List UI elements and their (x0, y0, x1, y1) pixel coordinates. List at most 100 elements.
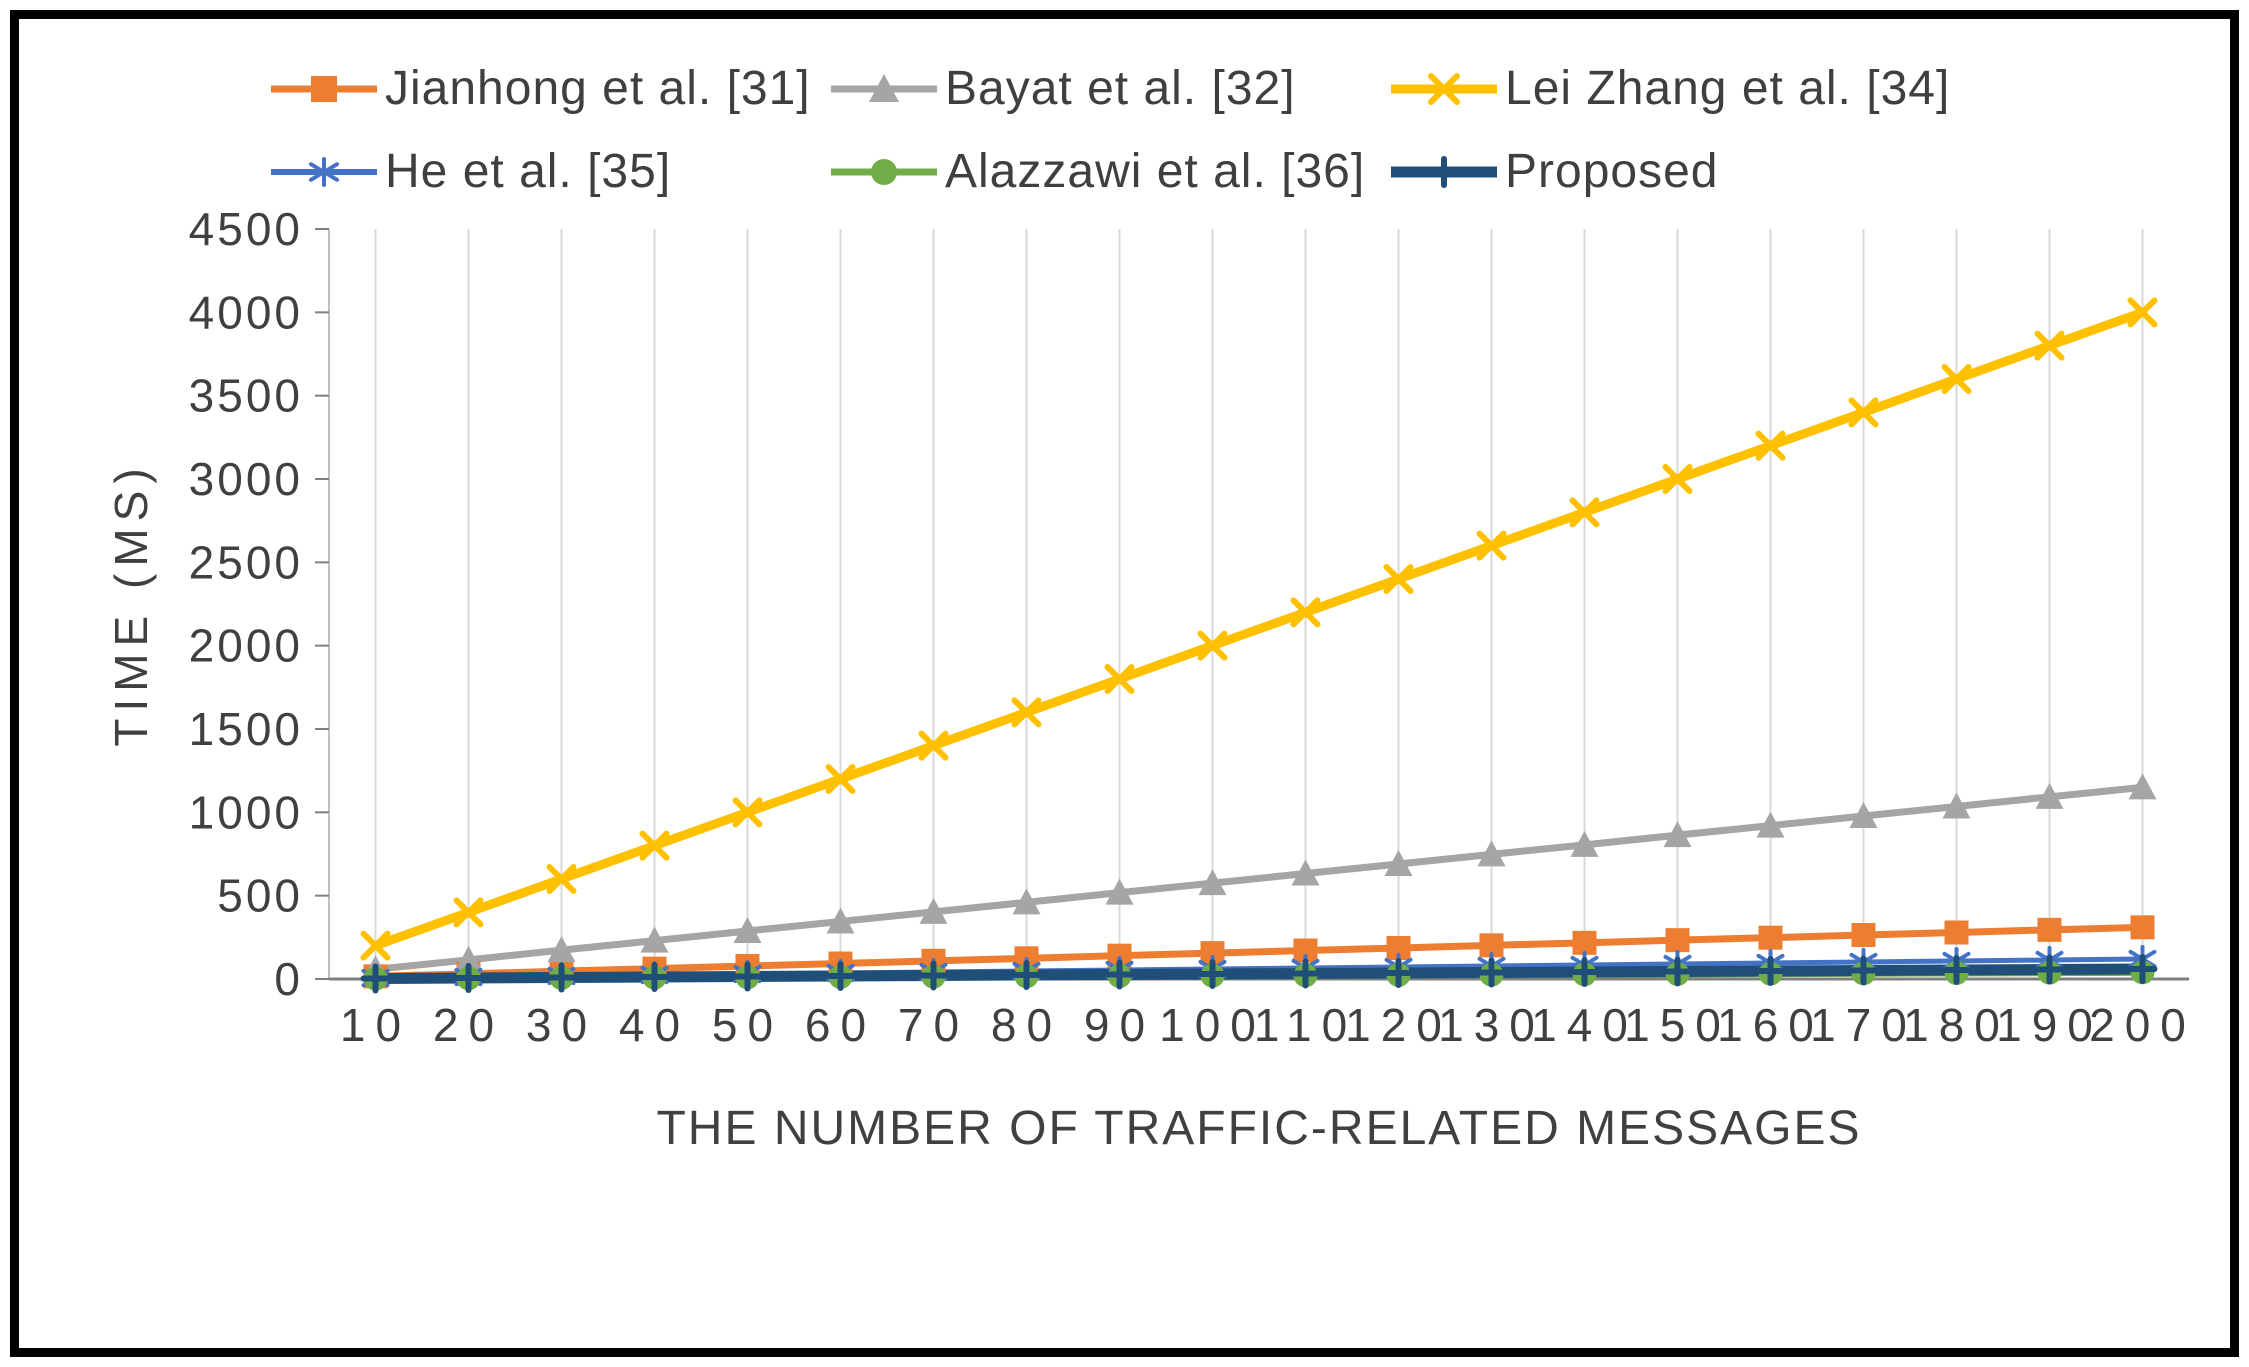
triangle-marker (1384, 850, 1413, 876)
x-marker (1569, 497, 1600, 528)
x-tick-label: 200 (2089, 999, 2196, 1051)
x-marker (2034, 330, 2065, 361)
plus-marker (1011, 960, 1042, 990)
asterisk-marker (309, 156, 339, 187)
triangle-marker (733, 917, 762, 943)
square-marker (311, 75, 337, 102)
legend-label: Lei Zhang et al. [34] (1505, 62, 1951, 115)
triangle-marker (826, 907, 855, 934)
plot-area: 0 500 1000 1500 2000 2500 3000 3500 4000 4500 10 20… (189, 204, 2196, 1051)
legend-item-jianhong-et-al-31: Jianhong et al. [31] (269, 61, 829, 116)
x-tick-label: 10 (340, 999, 411, 1051)
plus-marker (546, 962, 577, 993)
legend-item-he-et-al-35: He et al. [35] (269, 144, 829, 199)
legend: Jianhong et al. [31] Bayat et al. [32] Lei… (269, 61, 1949, 199)
plus-marker (1383, 958, 1414, 988)
legend-swatch-alazzawi-et-al-36 (831, 158, 937, 185)
plus-marker (1476, 957, 1507, 988)
series-markers (360, 297, 2158, 994)
x-tick-label: 100 (1159, 999, 1266, 1051)
x-marker (360, 930, 391, 961)
x-marker (1197, 630, 1228, 661)
x-marker (1848, 397, 1879, 428)
plus-marker (1104, 959, 1135, 990)
x-marker (453, 897, 484, 928)
legend-label: Proposed (1505, 145, 1719, 198)
triangle-marker (1105, 878, 1134, 905)
x-tick-label: 180 (1903, 999, 2010, 1051)
square-marker (2037, 917, 2062, 942)
x-marker (1755, 430, 1786, 461)
legend-label: Jianhong et al. [31] (385, 62, 811, 115)
square-marker (2130, 915, 2155, 940)
x-marker (2127, 297, 2158, 328)
x-tick-label: 50 (712, 999, 783, 1051)
markers-lei-zhang-et-al-34 (360, 297, 2158, 961)
plus-marker (2127, 954, 2158, 984)
x-marker (1662, 464, 1693, 494)
y-tick-label: 1000 (189, 786, 303, 838)
x-tick-label: 160 (1717, 999, 1824, 1051)
x-axis-title: THE NUMBER OF TRAFFIC-RELATED MESSAGES (656, 1102, 1862, 1155)
gridlines (374, 229, 2144, 979)
legend-swatch-he-et-al-35 (271, 156, 377, 187)
plus-marker (1428, 155, 1460, 188)
series-line-lei-zhang-et-al-34 (371, 307, 2147, 951)
y-tick-label: 2000 (189, 620, 303, 672)
plus-marker (1755, 956, 1786, 986)
x-tick-label: 70 (898, 999, 969, 1051)
x-marker (639, 830, 670, 861)
x-marker (1104, 664, 1135, 694)
x-tick-label: 40 (619, 999, 690, 1051)
y-tick-label: 3000 (189, 453, 303, 505)
triangle-marker (454, 945, 483, 972)
triangle-marker (869, 73, 899, 102)
plus-marker (1290, 958, 1321, 989)
x-tick-label: 130 (1438, 999, 1545, 1051)
plus-marker (825, 961, 856, 991)
series-lines (370, 307, 2148, 984)
triangle-marker (1849, 802, 1878, 828)
x-marker (732, 797, 763, 828)
circle-marker (871, 158, 897, 185)
triangle-marker (640, 926, 669, 953)
x-tick-label: 150 (1624, 999, 1731, 1051)
y-tick-label: 3500 (189, 370, 303, 422)
legend-label: Alazzawi et al. [36] (945, 145, 1366, 198)
triangle-marker (919, 897, 948, 924)
square-marker (1944, 920, 1969, 945)
markers-bayat-et-al-32 (361, 773, 2157, 982)
series-line-proposed (370, 963, 2148, 984)
plus-marker (1662, 956, 1693, 987)
x-marker (1428, 72, 1460, 105)
x-marker (1011, 697, 1042, 728)
triangle-marker (2128, 773, 2157, 800)
x-marker (1290, 597, 1321, 628)
square-marker (1851, 923, 1876, 947)
legend-item-lei-zhang-et-al-34: Lei Zhang et al. [34] (1389, 61, 1949, 116)
x-marker (546, 864, 577, 894)
legend-item-alazzawi-et-al-36: Alazzawi et al. [36] (829, 144, 1389, 199)
series-line-bayat-et-al-32 (372, 783, 2146, 973)
x-marker (1941, 364, 1972, 394)
triangle-marker (2035, 782, 2064, 809)
plus-marker (453, 963, 484, 993)
plus-marker (1941, 955, 1972, 985)
plus-marker (918, 960, 949, 991)
triangle-marker (1477, 840, 1506, 867)
x-tick-label: 140 (1531, 999, 1638, 1051)
x-marker (918, 730, 949, 761)
plus-marker (1848, 955, 1879, 986)
triangle-marker (1291, 859, 1320, 886)
x-tick-label: 110 (1254, 999, 1357, 1051)
triangle-marker (547, 936, 576, 963)
x-tick-label: 20 (433, 999, 504, 1051)
legend-swatch-bayat-et-al-32 (831, 73, 937, 102)
plus-marker (732, 961, 763, 992)
x-marker (825, 764, 856, 794)
legend-item-proposed: Proposed (1389, 144, 1949, 199)
legend-label: Bayat et al. [32] (945, 62, 1296, 115)
axis-tick-labels: 0 500 1000 1500 2000 2500 3000 3500 4000 4500 10 20… (189, 204, 2196, 1051)
plus-marker (2034, 954, 2065, 985)
